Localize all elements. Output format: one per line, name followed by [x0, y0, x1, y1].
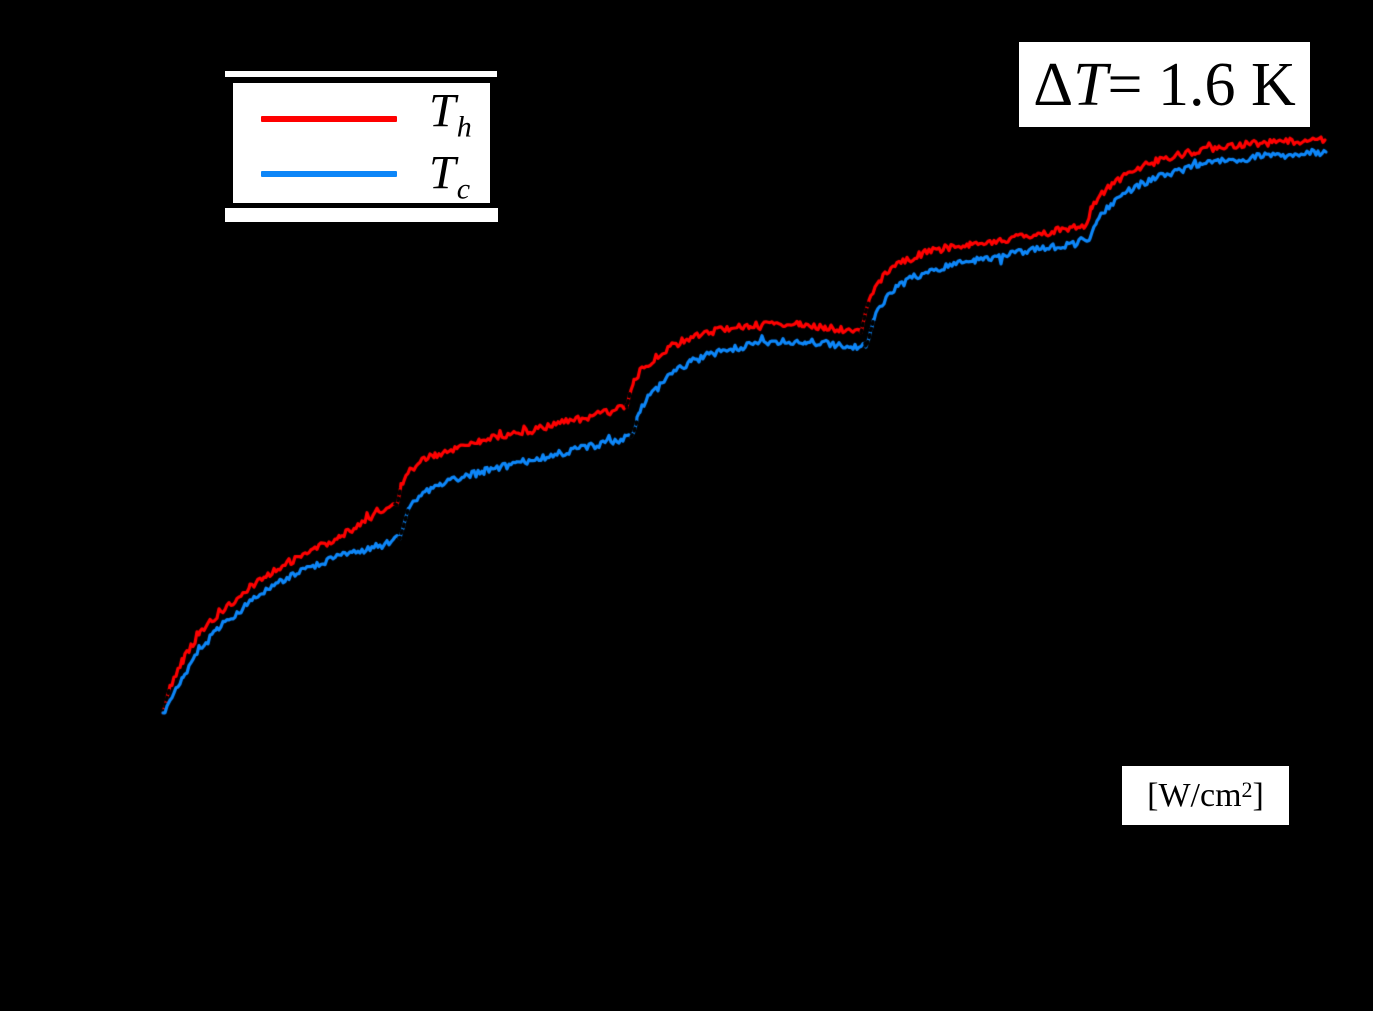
legend-frame-bottom-strip [225, 208, 498, 222]
x-axis-unit-label: [W/cm2] [1122, 766, 1289, 825]
temperature-symbol: T [1073, 50, 1108, 119]
legend-line-th [261, 116, 397, 122]
delta-t-value: = 1.6 K [1107, 50, 1296, 119]
unit-text: [W/cm2] [1147, 776, 1264, 814]
legend-label-th: Th [429, 84, 472, 144]
legend-frame-top-strip [225, 71, 497, 77]
legend-label-th-subscript: h [456, 110, 472, 144]
legend-label-tc: Tc [429, 146, 471, 206]
legend: Th Tc [230, 80, 493, 206]
delta-symbol: Δ [1033, 50, 1074, 119]
legend-label-tc-subscript: c [456, 172, 471, 206]
legend-line-tc [261, 171, 397, 177]
unit-superscript: 2 [1241, 776, 1253, 802]
